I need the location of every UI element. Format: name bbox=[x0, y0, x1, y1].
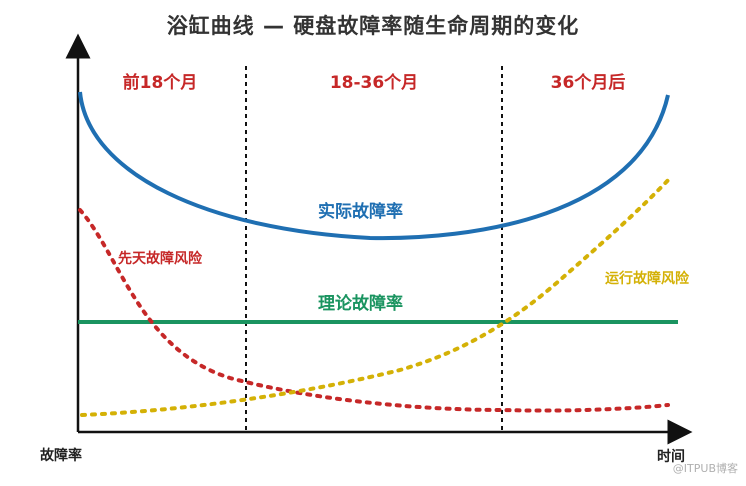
diagram-title: 浴缸曲线 — 硬盘故障率随生命周期的变化 bbox=[166, 14, 580, 38]
period-label-mid: 18-36个月 bbox=[329, 73, 419, 93]
infant-risk-label: 先天故障风险 bbox=[118, 251, 202, 267]
actual-failure-curve bbox=[78, 91, 670, 241]
infant-failure-risk-curve bbox=[78, 208, 670, 413]
watermark: @ITPUB博客 bbox=[672, 462, 738, 475]
wearout-failure-risk-curve bbox=[80, 174, 674, 417]
x-axis-label: 时间 bbox=[657, 449, 685, 465]
period-label-early: 前18个月 bbox=[122, 73, 198, 93]
wearout-risk-label: 运行故障风险 bbox=[605, 271, 689, 287]
theoretical-failure-label: 理论故障率 bbox=[318, 294, 403, 314]
y-axis-label: 故障率 bbox=[40, 448, 82, 464]
actual-failure-label: 实际故障率 bbox=[318, 202, 403, 222]
period-label-late: 36个月后 bbox=[550, 73, 626, 93]
